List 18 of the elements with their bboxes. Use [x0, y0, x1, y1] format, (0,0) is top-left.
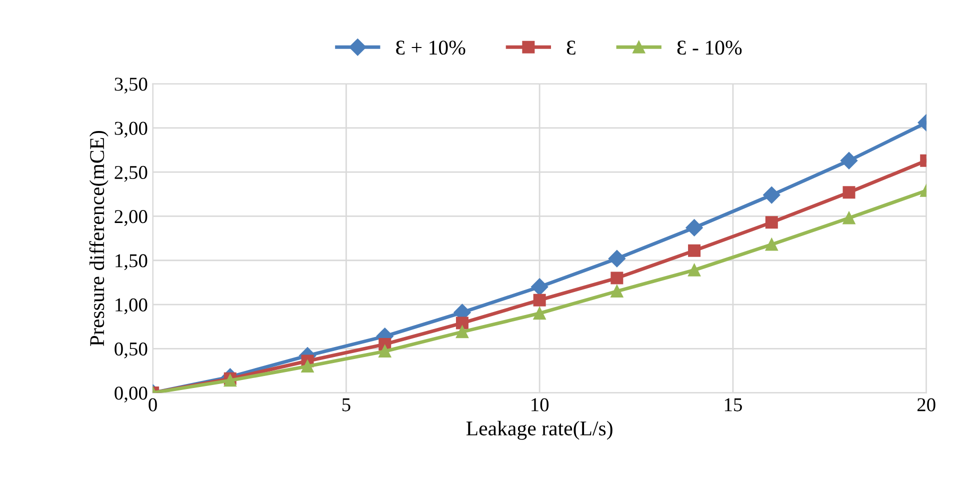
- y-axis-title: Pressure difference(mCE): [89, 130, 108, 346]
- x-axis-title: Leakage rate(L/s): [466, 420, 612, 440]
- y-tick-label: 0,50: [114, 342, 148, 358]
- x-tick-label: 0: [148, 398, 157, 412]
- x-tick-label: 15: [724, 398, 742, 412]
- legend-label: Ɛ + 10%: [396, 40, 466, 55]
- y-tick-label: 3,00: [114, 122, 148, 138]
- x-tick-label: 20: [917, 398, 936, 412]
- y-tick-label: 0,00: [114, 386, 148, 403]
- y-tick-label: 1,00: [116, 298, 148, 314]
- legend-label: Ɛ - 10%: [677, 40, 742, 55]
- y-tick-label: 3,50: [114, 78, 148, 94]
- y-tick-label: 2,50: [114, 166, 148, 182]
- x-tick-label: 5: [342, 398, 350, 412]
- legend-label: Ɛ: [566, 40, 576, 55]
- y-tick-label: 2,00: [114, 210, 148, 226]
- y-tick-label: 1,50: [116, 254, 148, 270]
- x-tick-label: 10: [532, 398, 549, 412]
